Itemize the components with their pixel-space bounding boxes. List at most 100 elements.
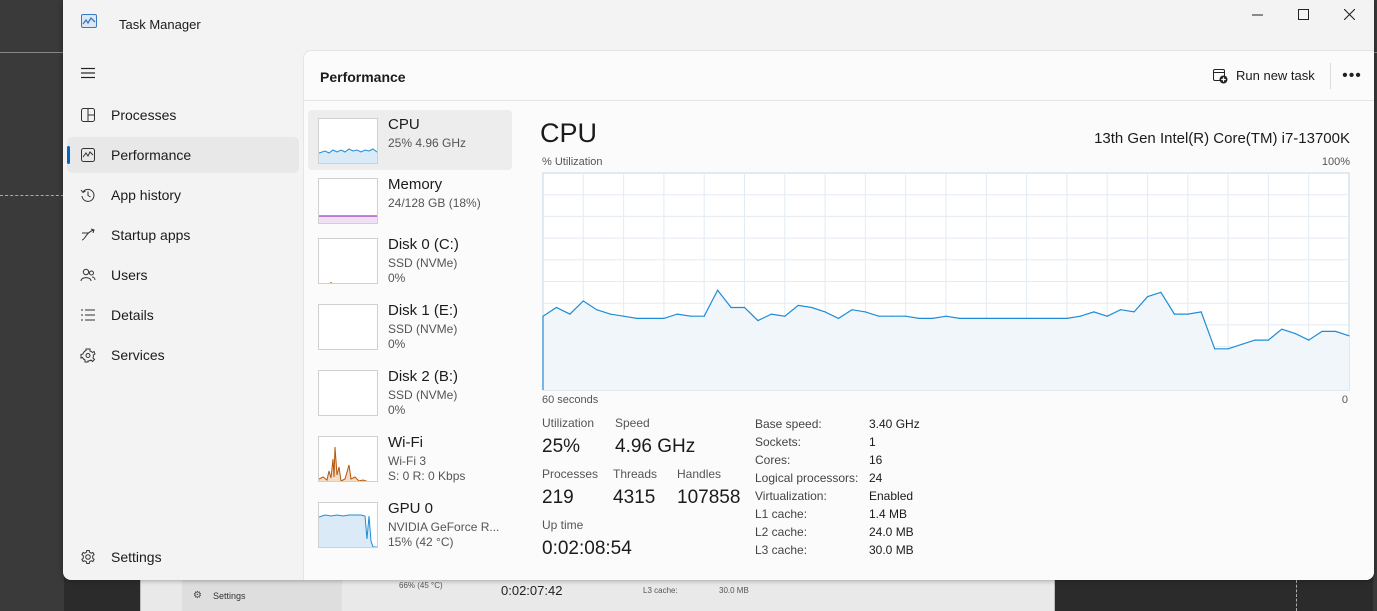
utilization-point — [1267, 339, 1269, 341]
speed-label: Speed — [615, 416, 650, 430]
device-list: CPU 25% 4.96 GHz Memory 24/128 GB (18%) … — [304, 102, 516, 580]
sidebar-item-details[interactable]: Details — [67, 297, 299, 333]
maximize-button[interactable] — [1280, 4, 1326, 24]
background-uptime: 0:02:07:42 — [501, 583, 563, 598]
device-item-disk-0[interactable]: Disk 0 (C:) SSD (NVMe) 0% — [308, 230, 512, 290]
minimize-button[interactable] — [1234, 4, 1280, 24]
background-settings-label: Settings — [213, 591, 246, 601]
wifi-thumbnail — [318, 436, 378, 482]
desktop-ruler-line-right — [1374, 52, 1377, 53]
background-gear-icon: ⚙ — [193, 590, 202, 601]
spec-value-base-speed: 3.40 GHz — [869, 417, 920, 431]
device-item-cpu[interactable]: CPU 25% 4.96 GHz — [308, 110, 512, 170]
navigation-sidebar: Processes Performance App history Startu… — [63, 50, 303, 580]
spec-value-logical-processors: 24 — [869, 471, 883, 485]
spec-label-l2-cache: L2 cache: — [755, 525, 808, 539]
spec-label-cores: Cores: — [755, 453, 791, 467]
spec-label-l1-cache: L1 cache: — [755, 507, 808, 521]
background-l3-label: L3 cache: — [643, 586, 678, 595]
utilization-point — [972, 317, 974, 319]
run-new-task-button[interactable]: Run new task — [1204, 59, 1320, 91]
sidebar-item-label: Users — [111, 267, 148, 283]
cpu-model: 13th Gen Intel(R) Core(TM) i7-13700K — [1094, 130, 1350, 147]
device-name: GPU 0 — [388, 500, 434, 517]
uptime-value: 0:02:08:54 — [542, 538, 632, 559]
device-type: NVIDIA GeForce R... — [388, 520, 500, 534]
utilization-point — [784, 315, 786, 317]
utilization-point — [649, 317, 652, 319]
sidebar-item-performance[interactable]: Performance — [67, 137, 299, 173]
run-task-label: Run new task — [1236, 68, 1315, 83]
disk-2-thumbnail — [318, 370, 378, 416]
utilization-point — [1160, 291, 1162, 293]
utilization-point — [542, 315, 544, 317]
device-item-disk-2[interactable]: Disk 2 (B:) SSD (NVMe) 0% — [308, 362, 512, 422]
axis-max-label: 100% — [1321, 156, 1350, 168]
background-window-sidebar — [182, 578, 342, 611]
more-icon: ••• — [1342, 67, 1362, 84]
utilization-point — [703, 315, 705, 317]
device-type: SSD (NVMe) — [388, 388, 458, 402]
sidebar-item-label: App history — [111, 187, 182, 203]
spec-value-sockets: 1 — [869, 435, 876, 449]
close-button[interactable] — [1326, 4, 1372, 24]
utilization-point — [1052, 317, 1055, 319]
device-item-gpu-0[interactable]: GPU 0 NVIDIA GeForce R... 15% (42 °C) — [308, 494, 512, 554]
more-options-button[interactable]: ••• — [1336, 61, 1368, 91]
utilization-point — [609, 313, 611, 315]
device-name: Memory — [388, 176, 443, 193]
utilization-point — [1012, 317, 1014, 319]
sidebar-item-services[interactable]: Services — [67, 337, 299, 373]
utilization-point — [1173, 313, 1175, 315]
utilization-point — [837, 317, 840, 319]
desktop-background-left — [0, 0, 64, 611]
desktop-guide-line — [0, 195, 64, 196]
sidebar-item-settings[interactable]: Settings — [67, 539, 299, 575]
maximize-icon — [1297, 8, 1309, 20]
settings-label: Settings — [111, 549, 162, 565]
device-item-wifi[interactable]: Wi-Fi Wi-Fi 3 S: 0 R: 0 Kbps — [308, 428, 512, 488]
sidebar-item-processes[interactable]: Processes — [67, 97, 299, 133]
utilization-point — [1294, 333, 1296, 335]
threads-value: 4315 — [613, 487, 656, 508]
device-name: CPU — [388, 116, 420, 133]
utilization-point — [676, 313, 678, 315]
device-stat: 0% — [388, 403, 406, 417]
spec-value-cores: 16 — [869, 453, 883, 467]
page-title: Performance — [320, 69, 406, 85]
utilization-point — [1187, 313, 1189, 315]
device-name: Disk 2 (B:) — [388, 368, 459, 385]
utilization-point — [1146, 296, 1149, 298]
time-span-label: 60 seconds — [542, 394, 599, 406]
minimize-icon — [1251, 14, 1263, 15]
utilization-point — [1066, 317, 1068, 319]
handles-label: Handles — [677, 467, 722, 481]
desktop-background-right — [1373, 0, 1377, 611]
sidebar-item-app-history[interactable]: App history — [67, 177, 299, 213]
utilization-point — [999, 317, 1001, 319]
active-indicator — [67, 146, 70, 164]
device-stat: S: 0 R: 0 Kbps — [388, 469, 466, 483]
processes-value: 219 — [542, 487, 574, 508]
spec-label-logical-processors: Logical processors: — [755, 471, 859, 485]
utilization-point — [770, 313, 772, 315]
cpu-detail-pane: CPU 13th Gen Intel(R) Core(TM) i7-13700K… — [540, 102, 1350, 580]
device-name: Disk 1 (E:) — [388, 302, 459, 319]
utilization-point — [1308, 339, 1310, 341]
title-bar[interactable]: Task Manager — [63, 0, 1374, 50]
utilization-point — [623, 315, 625, 317]
hamburger-menu-icon[interactable] — [80, 67, 96, 79]
utilization-point — [1335, 330, 1337, 332]
performance-icon — [81, 148, 95, 162]
sidebar-item-users[interactable]: Users — [67, 257, 299, 293]
device-item-memory[interactable]: Memory 24/128 GB (18%) — [308, 170, 512, 230]
utilization-point — [878, 315, 880, 317]
device-name: Disk 0 (C:) — [388, 236, 459, 253]
utilization-point — [918, 317, 920, 319]
utilization-point — [851, 309, 853, 311]
utilization-point — [811, 306, 813, 309]
device-item-disk-1[interactable]: Disk 1 (E:) SSD (NVMe) 0% — [308, 296, 512, 356]
sidebar-item-startup-apps[interactable]: Startup apps — [67, 217, 299, 253]
utilization-value: 25% — [542, 436, 581, 457]
uptime-label: Up time — [542, 518, 584, 532]
